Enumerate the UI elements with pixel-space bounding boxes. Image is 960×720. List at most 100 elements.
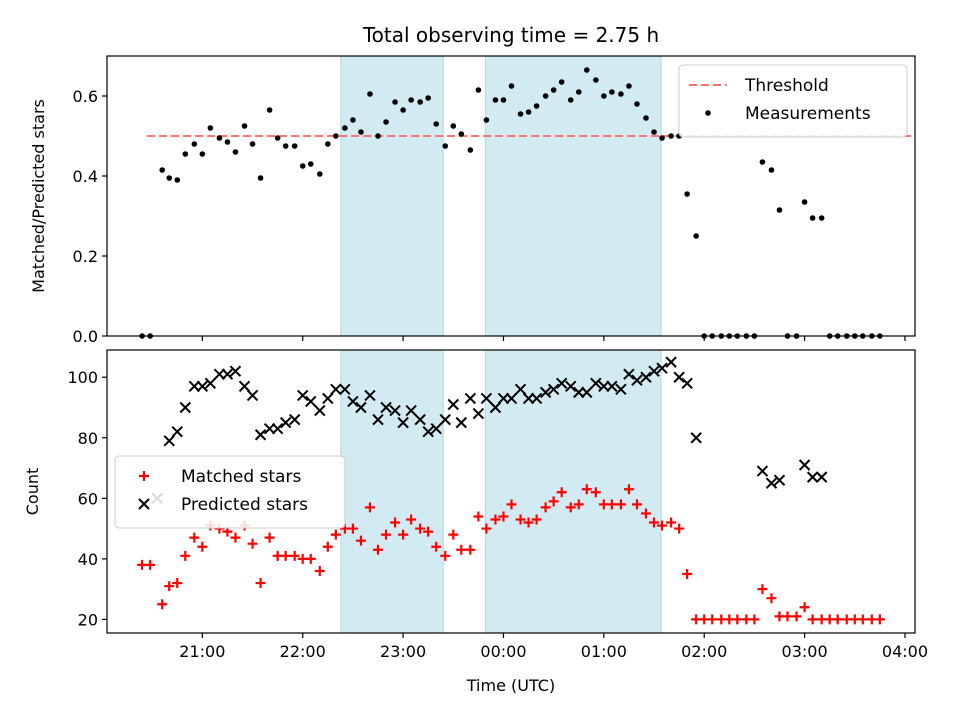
y-tick-label: 20	[78, 610, 98, 629]
measurement-point	[500, 97, 507, 103]
upper-axis-ticks: 0.0 0.2 0.4 0.6	[73, 87, 906, 346]
measurement-point	[483, 117, 490, 123]
predicted-star-point	[640, 371, 652, 383]
measurement-point	[567, 97, 574, 103]
matched-star-point	[506, 499, 517, 510]
matched-star-point	[255, 578, 266, 589]
measurement-point	[533, 103, 540, 109]
matched-star-point	[565, 502, 576, 513]
matched-star-point	[381, 529, 392, 540]
matched-star-point	[766, 593, 777, 604]
measurement-point	[492, 97, 499, 103]
measurement-point	[257, 175, 264, 181]
measurement-point	[693, 233, 699, 239]
measurement-point	[392, 99, 398, 105]
predicted-star-point	[254, 429, 267, 441]
predicted-star-point	[806, 471, 819, 483]
legend-label: Matched stars	[181, 467, 301, 487]
y-tick-label: 0.0	[73, 327, 98, 346]
predicted-star-point	[623, 368, 635, 380]
predicted-star-point	[339, 383, 351, 396]
matched-star-point	[197, 541, 208, 552]
lower-panel: 21:00 22:00 23:00 00:00 01:00 02:00 03:00 04:00…	[23, 349, 928, 661]
matched-star-point	[498, 511, 509, 522]
predicted-star-point	[530, 392, 543, 405]
x-tick-label: 22:00	[280, 642, 326, 661]
measurement-point	[776, 207, 783, 213]
predicted-star-point	[221, 368, 234, 380]
measurement-point	[609, 89, 615, 95]
measurement-point	[508, 83, 515, 89]
matched-star-point	[406, 514, 417, 525]
predicted-star-point	[380, 401, 392, 414]
predicted-star-point	[330, 383, 342, 396]
predicted-star-point	[631, 374, 643, 386]
measurement-point	[400, 107, 406, 113]
matched-star-point	[807, 614, 818, 625]
measurement-point	[291, 143, 298, 149]
predicted-star-point	[773, 474, 786, 486]
matched-star-point	[782, 611, 793, 622]
predicted-star-point	[279, 416, 292, 429]
measurement-point	[659, 135, 665, 141]
measurement-point	[593, 77, 599, 83]
measurement-point	[199, 151, 206, 157]
y-tick-label: 0.6	[73, 87, 98, 106]
measurement-point	[307, 161, 314, 167]
matched-star-point	[456, 544, 467, 555]
measurement-point	[425, 95, 431, 101]
chart-title: Total observing time = 2.75 h	[362, 23, 659, 47]
predicted-star-point	[238, 380, 251, 393]
predicted-star-point	[364, 389, 376, 402]
measurement-point	[282, 143, 289, 149]
measurement-point	[525, 109, 532, 115]
measurement-point	[643, 115, 649, 121]
x-tick-label: 02:00	[681, 642, 727, 661]
matched-star-point	[666, 517, 677, 528]
legend-label: Predicted stars	[181, 495, 308, 515]
lower-axes-frame	[106, 349, 916, 634]
measurement-point	[583, 67, 590, 73]
upper-legend: Threshold Measurements	[678, 64, 908, 138]
measurement-point	[174, 177, 181, 183]
legend-predicted-swatch	[138, 498, 150, 510]
x-tick-label: 00:00	[480, 642, 526, 661]
matched-star-point	[674, 523, 685, 534]
measurement-point	[626, 83, 632, 89]
predicted-star-point	[798, 459, 811, 471]
matched-star-point	[423, 526, 434, 537]
legend-label: Measurements	[745, 104, 871, 124]
x-tick-label: 01:00	[581, 642, 627, 661]
predicted-star-point	[271, 422, 284, 435]
predicted-star-point	[347, 395, 359, 408]
predicted-star-point	[756, 465, 769, 477]
shaded-interval	[340, 349, 444, 634]
measurement-point	[266, 107, 273, 113]
measurement-point	[375, 133, 381, 139]
upper-axes-frame	[106, 55, 916, 337]
measurement-point	[601, 93, 607, 99]
legend-matched-swatch	[139, 471, 149, 481]
matched-star-point	[832, 614, 843, 625]
predicted-star-point	[297, 389, 309, 402]
matched-star-point	[230, 532, 241, 543]
x-tick-label: 03:00	[782, 642, 828, 661]
matched-star-point	[631, 499, 642, 510]
upper-y-axis-label: Matched/Predicted stars	[29, 99, 48, 293]
predicted-star-point	[480, 392, 493, 405]
predicted-star-point	[547, 383, 560, 396]
predicted-star-point	[648, 365, 660, 377]
measurement-point	[182, 151, 189, 157]
measurement-point	[759, 159, 766, 165]
matched-star-point	[573, 499, 584, 510]
predicted-star-point	[430, 422, 442, 435]
predicted-star-point	[505, 392, 518, 405]
matched-star-point	[707, 614, 718, 625]
y-tick-label: 0.2	[73, 247, 98, 266]
measurement-point	[450, 123, 457, 129]
matched-star-point	[448, 529, 459, 540]
matched-star-point	[749, 614, 760, 625]
predicted-star-point	[405, 404, 417, 417]
shaded-interval	[340, 55, 444, 337]
matched-star-point	[799, 602, 810, 613]
